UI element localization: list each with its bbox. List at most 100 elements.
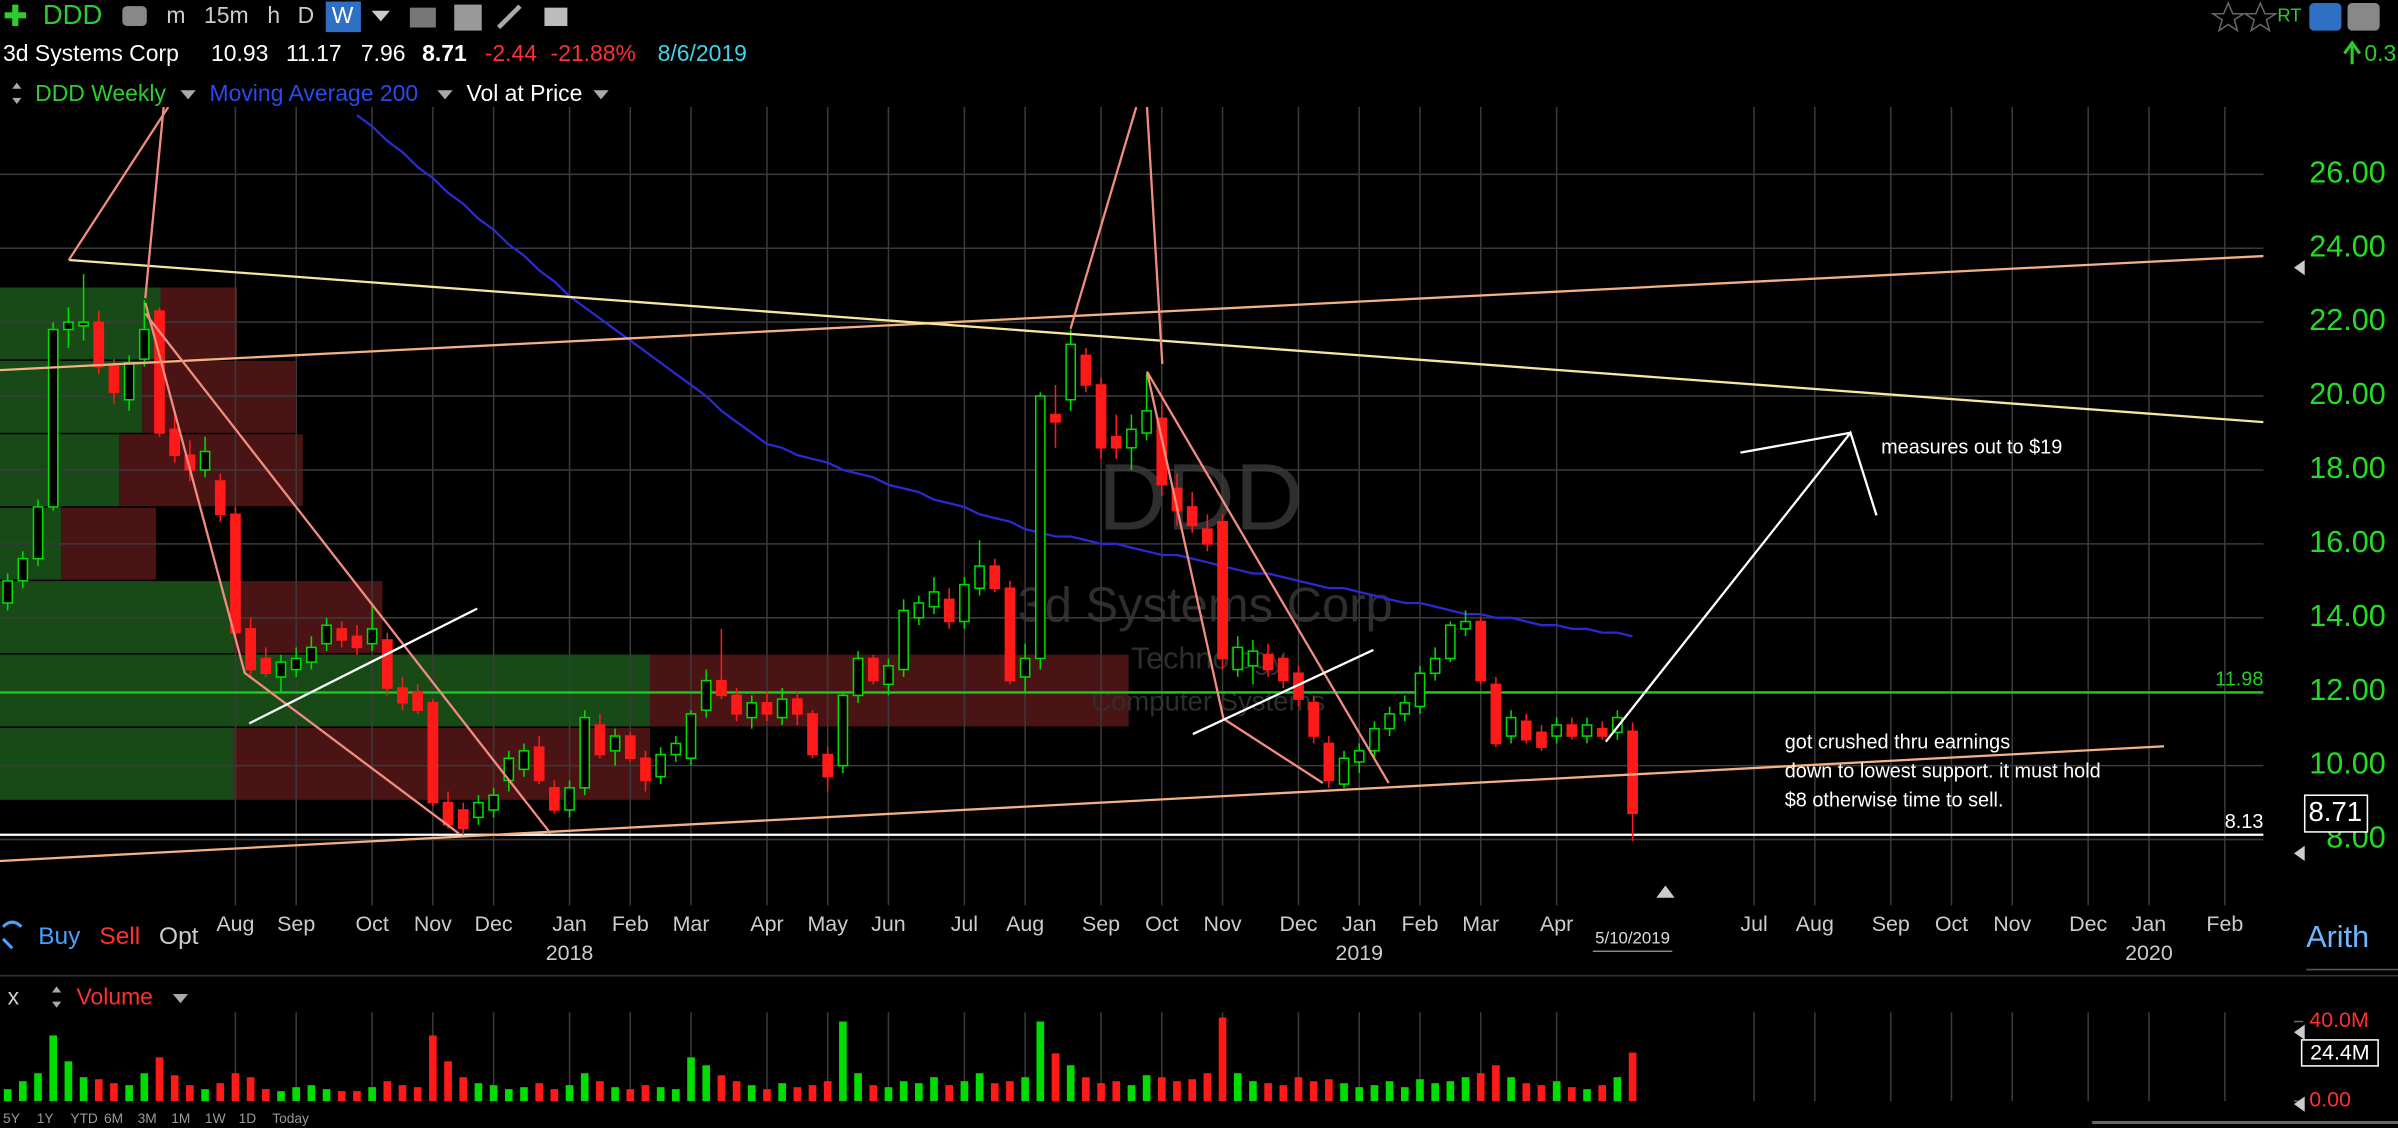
dropdown[interactable] [593, 90, 609, 100]
right-change: 0.3 [2364, 40, 2396, 66]
icon[interactable] [2309, 3, 2342, 31]
trendline [0, 254, 2264, 372]
interval[interactable]: W [332, 2, 354, 28]
candle-body [807, 713, 818, 756]
dropdown[interactable] [437, 90, 453, 100]
candle-body [169, 428, 181, 456]
volume-bar [990, 1083, 999, 1102]
range-button[interactable]: 3M [138, 1111, 157, 1126]
candle-body [1247, 650, 1259, 667]
volume-bar [383, 1081, 392, 1102]
volume-bar [246, 1077, 255, 1102]
x-tick-label: Jan [1342, 912, 1377, 936]
watermark-industry: Computer Systems [1091, 686, 1325, 717]
close-panel[interactable]: x [8, 984, 20, 1010]
sell[interactable]: Sell [99, 923, 140, 950]
icon[interactable] [2347, 3, 2380, 31]
volume-bar [702, 1065, 711, 1102]
scale-mode[interactable]: Arith [2306, 920, 2369, 954]
range-button[interactable]: 1D [239, 1111, 257, 1126]
x-tick-label: Jan [2132, 912, 2167, 936]
candle-body [108, 365, 120, 394]
candle-body [1444, 624, 1456, 660]
volume-bar [717, 1075, 726, 1102]
volume-bar [778, 1083, 786, 1102]
y-tick-label: 40.0M [2309, 1008, 2369, 1032]
interval[interactable]: h [267, 2, 280, 28]
range-button[interactable]: 1Y [37, 1111, 54, 1126]
dropdown[interactable] [371, 10, 390, 22]
volume-bar [747, 1085, 756, 1102]
range-button[interactable]: YTD [70, 1111, 98, 1126]
icon[interactable] [454, 4, 482, 31]
volume-bar [1264, 1083, 1272, 1102]
interval[interactable]: m [166, 2, 185, 28]
volume-bar [1385, 1081, 1394, 1102]
y-tick-label: 18.00 [2309, 451, 2386, 485]
x-tick-label: Aug [1006, 912, 1044, 936]
trade-buttons: Buy Sell Opt [1, 920, 199, 950]
candle-body [1414, 672, 1426, 708]
candle-body [1460, 620, 1471, 630]
dropdown[interactable] [180, 90, 196, 100]
buy[interactable]: Buy [38, 923, 81, 950]
candle-body [1581, 724, 1593, 737]
volume-bar [1157, 1077, 1166, 1102]
trendline [68, 258, 2264, 424]
icon[interactable] [409, 7, 436, 28]
star[interactable] [2242, 1, 2279, 33]
price-plot [0, 114, 2264, 842]
interval[interactable]: D [298, 2, 315, 28]
y-tick-label: 16.00 [2309, 525, 2386, 559]
symbol[interactable]: DDD [43, 0, 103, 30]
candle-body [1065, 343, 1077, 401]
vap-down [160, 287, 238, 360]
y-tick-label: 20.00 [2309, 377, 2386, 411]
interval[interactable]: 15m [204, 2, 249, 28]
candle-body [518, 750, 530, 771]
icon[interactable] [544, 7, 568, 26]
x-tick-label: Feb [1402, 912, 1439, 936]
star[interactable] [2210, 1, 2247, 33]
interval-active [325, 1, 361, 33]
range-buttons: 5Y 1Y YTD 6M 3M 1M 1W 1D Today [3, 1111, 309, 1126]
range-button[interactable]: 1W [205, 1111, 226, 1126]
volume-bar [1218, 1017, 1227, 1102]
volume-bar [1006, 1081, 1014, 1102]
icon[interactable] [122, 6, 147, 26]
icon[interactable] [496, 4, 522, 30]
x-tick-label: Aug [1796, 912, 1834, 936]
range-button[interactable]: 1M [171, 1111, 190, 1126]
y-tick-label: 24.00 [2309, 229, 2386, 263]
year-label: 2019 [1335, 941, 1383, 965]
x-tick-label: Oct [355, 912, 388, 936]
volume-bar [1249, 1081, 1257, 1102]
legend-item[interactable]: DDD Weekly [35, 80, 166, 106]
range-button[interactable]: 5Y [3, 1111, 20, 1126]
drawings [0, 107, 2264, 863]
range-button[interactable]: 6M [104, 1111, 123, 1126]
volume-bar [201, 1089, 209, 1102]
range-button[interactable]: Today [272, 1111, 309, 1126]
cursor-date: 5/10/2019 [1595, 928, 1670, 947]
candle-body [123, 362, 135, 401]
dropdown[interactable] [172, 994, 189, 1004]
volume-bar [34, 1073, 42, 1102]
candle-body [1262, 653, 1274, 671]
volume-bar [322, 1089, 331, 1102]
legend-item[interactable]: Moving Average 200 [210, 80, 419, 106]
candle-body [1141, 410, 1152, 434]
candle-body [488, 794, 499, 811]
toolbar: DDD m 15m h D W RT [4, 0, 2380, 33]
volume-bar [1082, 1077, 1090, 1102]
volume-bar [155, 1057, 164, 1102]
candle-body [731, 694, 742, 715]
options[interactable]: Opt [159, 923, 199, 950]
candle-body [397, 687, 408, 704]
volume-bar [1507, 1077, 1515, 1102]
candle-body [655, 753, 667, 778]
volume-bar [1537, 1085, 1546, 1102]
legend-item[interactable]: Vol at Price [466, 80, 582, 106]
add-icon[interactable] [4, 4, 26, 26]
volume-bar [489, 1085, 498, 1102]
